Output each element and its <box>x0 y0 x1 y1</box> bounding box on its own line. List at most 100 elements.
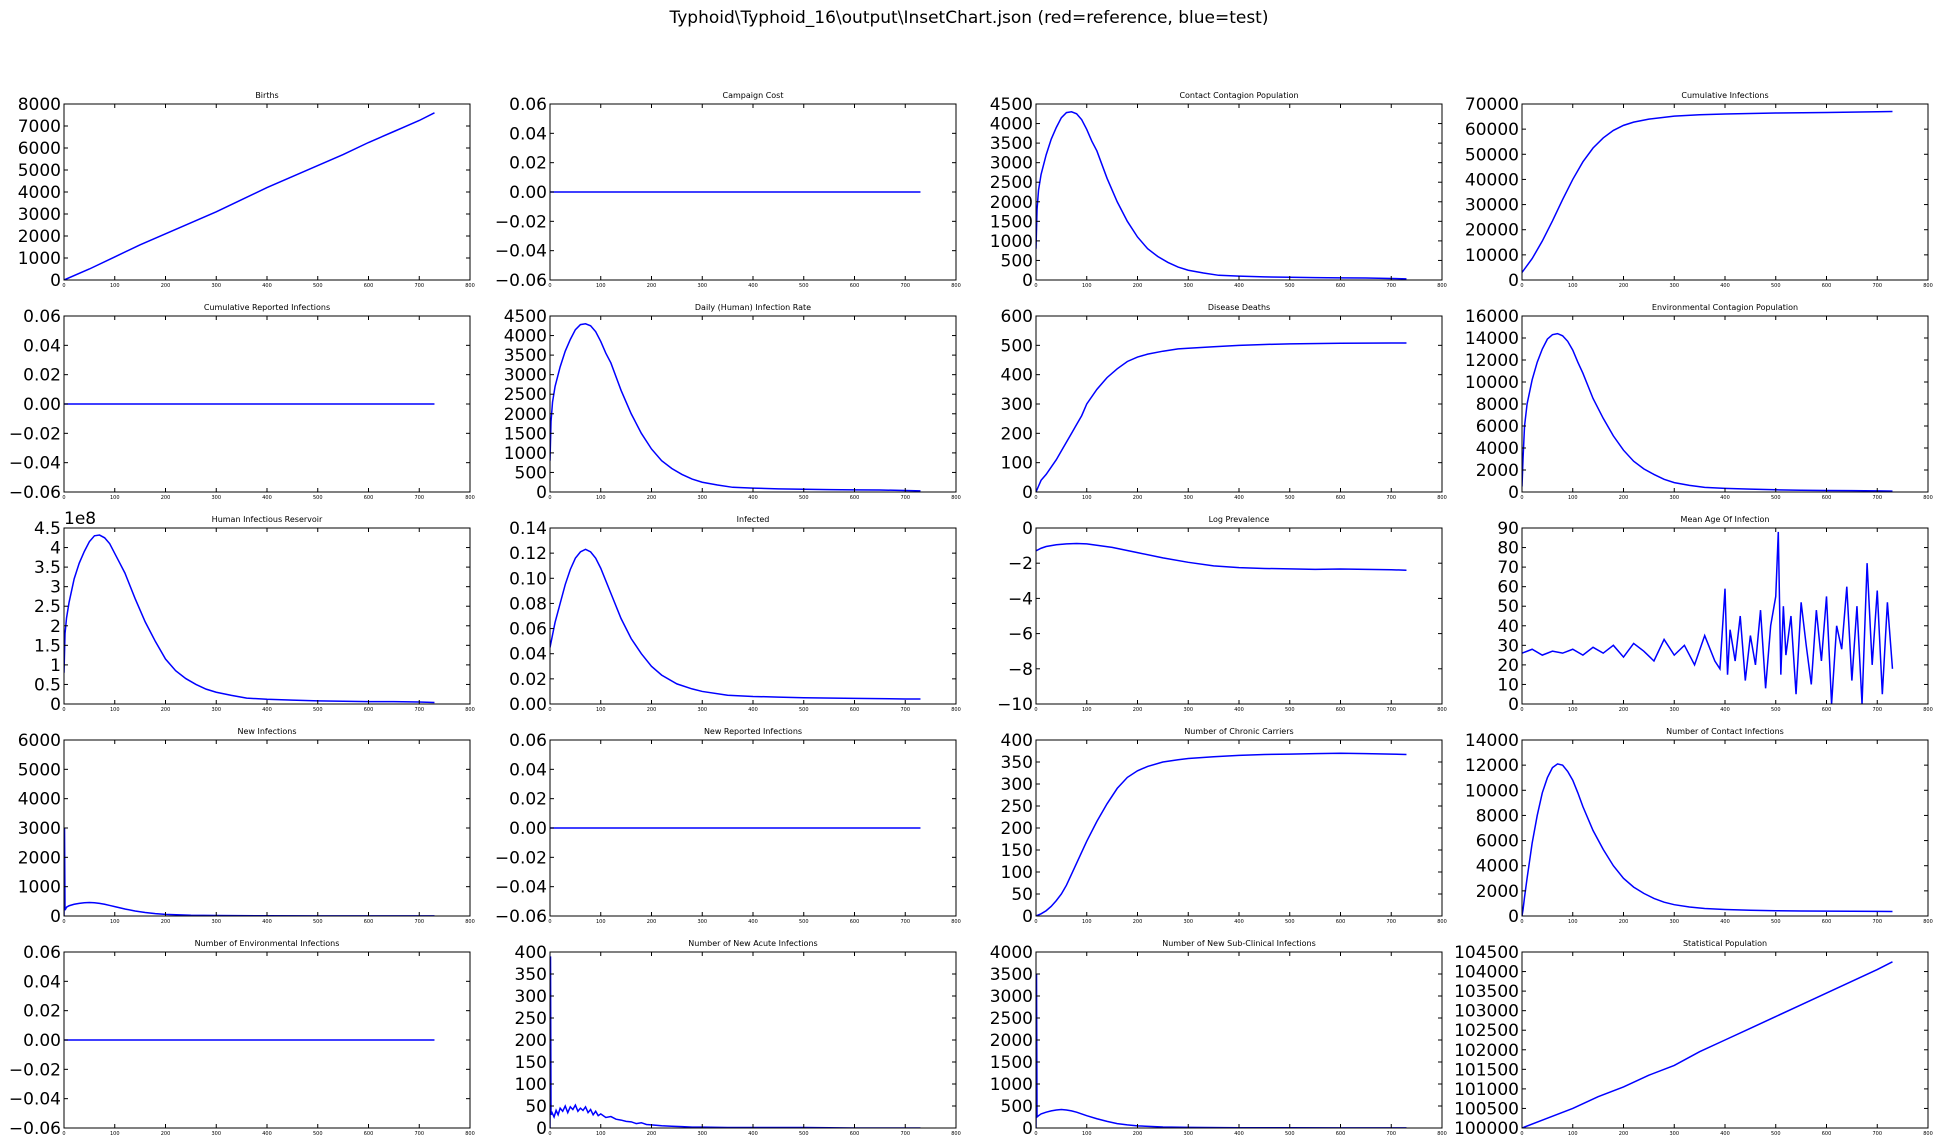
subplot-title: Number of Environmental Infections <box>195 939 340 948</box>
ytick-label: 16000 <box>1465 307 1519 327</box>
xtick-label: 700 <box>1386 283 1396 289</box>
xtick-label: 100 <box>110 495 120 501</box>
xtick-label: 300 <box>1183 1131 1193 1137</box>
ytick-label: 0.02 <box>509 790 547 810</box>
ytick-label: 200 <box>1001 819 1033 839</box>
ytick-label: 2 <box>50 617 61 637</box>
subplot-15: Number of Contact Infections020004000600… <box>1465 727 1933 927</box>
xtick-label: 700 <box>900 495 910 501</box>
ytick-label: 0.04 <box>23 336 61 356</box>
xtick-label: 100 <box>596 283 606 289</box>
xtick-label: 200 <box>161 919 171 925</box>
subplot-title: New Reported Infections <box>704 727 802 736</box>
xtick-label: 0 <box>1520 283 1523 289</box>
xtick-label: 200 <box>1133 1131 1143 1137</box>
xtick-label: 0 <box>62 283 65 289</box>
subplot-9: Infected 0.00 0.02 0.04 0.06 0.08 0.10 0.12 0.14… <box>509 515 961 715</box>
subplot-title: Human Infectious Reservoir <box>212 515 323 524</box>
subplot-8: Human Infectious Reservoir1e800.511.522.… <box>34 509 475 715</box>
xtick-label: 200 <box>1619 283 1629 289</box>
ytick-label: 4.5 <box>34 519 61 539</box>
ytick-label: 20 <box>1497 656 1519 676</box>
ytick-label: 1000 <box>18 249 61 269</box>
ytick-label: 6000 <box>18 731 61 751</box>
xtick-label: 800 <box>1923 707 1933 713</box>
ytick-label: 0.06 <box>23 307 61 327</box>
xtick-label: 800 <box>465 283 475 289</box>
xtick-label: 0 <box>62 1131 65 1137</box>
xtick-label: 100 <box>1568 919 1578 925</box>
xtick-label: 200 <box>161 283 171 289</box>
subplot-10: Log Prevalence −10 −8 −6 −4 −2 0 0 100 200 300 400 5… <box>997 515 1447 715</box>
ytick-label: 14000 <box>1465 731 1519 751</box>
subplot-5: Daily (Human) Infection Rate050010001500… <box>504 303 961 503</box>
ytick-label: 4000 <box>990 943 1033 963</box>
ytick-label: 4000 <box>18 183 61 203</box>
ytick-label: 6000 <box>1476 832 1519 852</box>
subplot-2: Contact Contagion Population050010001500… <box>990 91 1447 291</box>
ytick-label: 2000 <box>990 193 1033 213</box>
xtick-label: 700 <box>414 919 424 925</box>
xtick-label: 200 <box>1133 707 1143 713</box>
xtick-label: 800 <box>951 919 961 925</box>
xtick-label: 300 <box>1669 1131 1679 1137</box>
ytick-label: 90 <box>1497 519 1519 539</box>
xtick-label: 400 <box>1720 495 1730 501</box>
ytick-label: 3000 <box>18 819 61 839</box>
xtick-label: 800 <box>1437 283 1447 289</box>
subplot-title: Number of New Sub-Clinical Infections <box>1162 939 1316 948</box>
xtick-label: 700 <box>1872 919 1882 925</box>
axes-frame <box>63 739 471 917</box>
ytick-label: 500 <box>1001 336 1033 356</box>
ytick-label: 0.02 <box>509 670 547 690</box>
xtick-label: 500 <box>1771 1131 1781 1137</box>
ytick-label: 0.04 <box>509 760 547 780</box>
xtick-label: 600 <box>1336 283 1346 289</box>
ytick-label: 8000 <box>1476 395 1519 415</box>
ytick-label: −0.02 <box>495 212 547 232</box>
ytick-label: 100 <box>1001 863 1033 883</box>
ytick-label: 12000 <box>1465 756 1519 776</box>
xtick-label: 100 <box>1568 707 1578 713</box>
xtick-label: 600 <box>1336 1131 1346 1137</box>
ytick-label: 50 <box>525 1097 547 1117</box>
xtick-label: 800 <box>1923 283 1933 289</box>
axes-frame <box>1035 527 1443 705</box>
ytick-label: 5000 <box>18 760 61 780</box>
xtick-label: 100 <box>110 707 120 713</box>
ytick-label: 500 <box>1001 1097 1033 1117</box>
ytick-label: 0 <box>1022 1119 1033 1139</box>
xtick-label: 800 <box>951 1131 961 1137</box>
xtick-label: 100 <box>1082 707 1092 713</box>
ytick-label: 60000 <box>1465 120 1519 140</box>
xtick-label: 0 <box>1034 919 1037 925</box>
xtick-label: 200 <box>647 1131 657 1137</box>
xtick-label: 0 <box>548 1131 551 1137</box>
ytick-label: 0.04 <box>23 972 61 992</box>
ytick-label: 80 <box>1497 539 1519 559</box>
subplot-title: Contact Contagion Population <box>1179 91 1298 100</box>
xtick-label: 0 <box>1034 1131 1037 1137</box>
xtick-label: 700 <box>900 283 910 289</box>
xtick-label: 500 <box>1285 1131 1295 1137</box>
xtick-label: 300 <box>697 919 707 925</box>
xtick-label: 300 <box>697 283 707 289</box>
xtick-label: 400 <box>262 1131 272 1137</box>
ytick-label: 0.06 <box>509 620 547 640</box>
xtick-label: 400 <box>1234 495 1244 501</box>
ytick-label: 100 <box>1001 454 1033 474</box>
ytick-label: 3500 <box>504 346 547 366</box>
ytick-label: 600 <box>1001 307 1033 327</box>
ytick-label: −2 <box>1008 554 1033 574</box>
subplot-title: Statistical Population <box>1683 939 1767 948</box>
subplot-19: Statistical Population100000100500101000… <box>1454 939 1933 1139</box>
ytick-label: 0 <box>1022 483 1033 503</box>
xtick-label: 800 <box>465 1131 475 1137</box>
ytick-label: 2500 <box>504 385 547 405</box>
xtick-label: 600 <box>364 283 374 289</box>
xtick-label: 300 <box>1669 919 1679 925</box>
ytick-label: −0.02 <box>9 424 61 444</box>
xtick-label: 100 <box>1082 283 1092 289</box>
xtick-label: 0 <box>548 707 551 713</box>
xtick-label: 0 <box>548 919 551 925</box>
